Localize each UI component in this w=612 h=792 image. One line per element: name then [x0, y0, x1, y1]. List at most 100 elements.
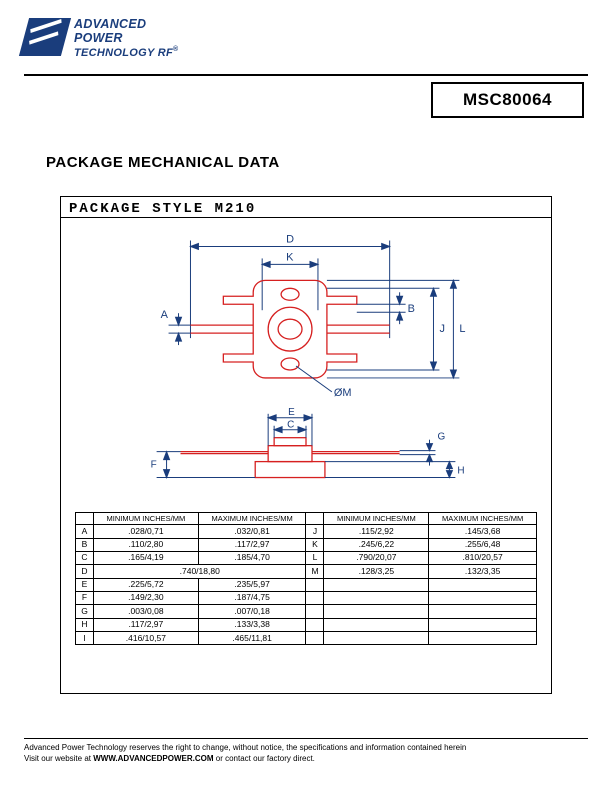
package-style-title: PACKAGE STYLE M210	[61, 197, 551, 218]
dim-empty	[324, 578, 429, 591]
dim-letter: L	[306, 551, 324, 564]
dim-label-B: B	[408, 303, 415, 315]
table-row: G.003/0,08.007/0,18	[76, 605, 537, 618]
dim-letter: G	[76, 605, 94, 618]
footer-line2a: Visit our website at	[24, 754, 93, 763]
dim-max: .235/5,97	[198, 578, 306, 591]
th-min-l: MINIMUM INCHES/MM	[94, 513, 199, 525]
logo-line3: TECHNOLOGY RF	[74, 47, 173, 59]
dim-letter: E	[76, 578, 94, 591]
dim-empty	[306, 618, 324, 631]
dim-empty	[429, 578, 537, 591]
dim-empty	[324, 618, 429, 631]
dim-empty	[324, 591, 429, 604]
dim-max: .255/6,48	[429, 538, 537, 551]
dim-letter: J	[306, 525, 324, 538]
dim-min: .165/4,19	[94, 551, 199, 564]
dim-min: .003/0,08	[94, 605, 199, 618]
dim-letter: B	[76, 538, 94, 551]
dim-label-D: D	[286, 233, 294, 245]
footer-line1: Advanced Power Technology reserves the r…	[24, 743, 588, 753]
dim-min: .117/2,97	[94, 618, 199, 631]
dim-min: .115/2,92	[324, 525, 429, 538]
dim-span: .740/18,80	[94, 565, 306, 578]
dim-letter: M	[306, 565, 324, 578]
dim-label-J: J	[439, 323, 444, 335]
dim-empty	[306, 591, 324, 604]
dim-max: .032/0,81	[198, 525, 306, 538]
dim-max: .117/2,97	[198, 538, 306, 551]
dim-empty	[306, 632, 324, 645]
dim-min: .790/20,07	[324, 551, 429, 564]
th-min-r: MINIMUM INCHES/MM	[324, 513, 429, 525]
dim-max: .187/4,75	[198, 591, 306, 604]
dim-empty	[324, 605, 429, 618]
table-row: H.117/2,97.133/3,38	[76, 618, 537, 631]
table-row: C.165/4,19.185/4,70L.790/20,07.810/20,57	[76, 551, 537, 564]
dim-min: .416/10,57	[94, 632, 199, 645]
dim-max: .465/11,81	[198, 632, 306, 645]
th-max-r: MAXIMUM INCHES/MM	[429, 513, 537, 525]
table-row: E.225/5,72.235/5,97	[76, 578, 537, 591]
dim-min: .149/2,30	[94, 591, 199, 604]
table-row: A.028/0,71.032/0,81J.115/2,92.145/3,68	[76, 525, 537, 538]
footer-line2c: or contact our factory direct.	[214, 754, 315, 763]
dim-label-H: H	[457, 466, 464, 477]
dim-label-F: F	[151, 460, 157, 471]
footer-line2: Visit our website at WWW.ADVANCEDPOWER.C…	[24, 754, 588, 764]
dim-empty	[429, 632, 537, 645]
dim-letter: F	[76, 591, 94, 604]
th-blank-r	[306, 513, 324, 525]
section-title: PACKAGE MECHANICAL DATA	[46, 154, 280, 171]
dim-label-E: E	[288, 407, 295, 418]
package-diagram: D K	[61, 218, 551, 508]
dim-letter: K	[306, 538, 324, 551]
dim-letter: D	[76, 565, 94, 578]
dim-label-A: A	[161, 309, 169, 321]
footer-url: WWW.ADVANCEDPOWER.COM	[93, 754, 213, 763]
th-max-l: MAXIMUM INCHES/MM	[198, 513, 306, 525]
dim-letter: H	[76, 618, 94, 631]
table-row: B.110/2,80.117/2,97K.245/6,22.255/6,48	[76, 538, 537, 551]
dim-letter: A	[76, 525, 94, 538]
dim-empty	[429, 605, 537, 618]
dim-max: .145/3,68	[429, 525, 537, 538]
dim-empty	[429, 618, 537, 631]
logo-line2: POWER	[74, 32, 179, 46]
footer: Advanced Power Technology reserves the r…	[24, 738, 588, 764]
dim-min: .028/0,71	[94, 525, 199, 538]
part-number: MSC80064	[463, 90, 552, 109]
header: ADVANCED POWER TECHNOLOGY RF®	[24, 18, 179, 59]
dim-min: .128/3,25	[324, 565, 429, 578]
dim-label-M: ØM	[334, 387, 352, 399]
dim-max: .132/3,35	[429, 565, 537, 578]
dim-empty	[324, 632, 429, 645]
dim-max: .133/3,38	[198, 618, 306, 631]
th-blank-l	[76, 513, 94, 525]
dim-label-L: L	[459, 323, 465, 335]
logo-text: ADVANCED POWER TECHNOLOGY RF®	[74, 18, 179, 59]
dim-label-C: C	[287, 420, 294, 431]
dim-min: .245/6,22	[324, 538, 429, 551]
diagram-box: PACKAGE STYLE M210 D K	[60, 196, 552, 694]
dim-min: .110/2,80	[94, 538, 199, 551]
logo-reg: ®	[173, 46, 178, 53]
dim-max: .810/20,57	[429, 551, 537, 564]
logo-line1: ADVANCED	[74, 18, 179, 32]
dimension-table: MINIMUM INCHES/MM MAXIMUM INCHES/MM MINI…	[75, 512, 537, 645]
logo-mark-icon	[19, 18, 71, 56]
dim-empty	[306, 605, 324, 618]
table-row: I.416/10,57.465/11,81	[76, 632, 537, 645]
header-rule	[24, 74, 588, 76]
dim-min: .225/5,72	[94, 578, 199, 591]
dim-empty	[306, 578, 324, 591]
part-number-box: MSC80064	[431, 82, 584, 118]
table-row: F.149/2,30.187/4,75	[76, 591, 537, 604]
dim-max: .007/0,18	[198, 605, 306, 618]
table-row: D.740/18,80M.128/3,25.132/3,35	[76, 565, 537, 578]
dim-label-G: G	[437, 432, 445, 443]
dim-max: .185/4,70	[198, 551, 306, 564]
dim-label-K: K	[286, 251, 294, 263]
dim-letter: C	[76, 551, 94, 564]
dim-letter: I	[76, 632, 94, 645]
